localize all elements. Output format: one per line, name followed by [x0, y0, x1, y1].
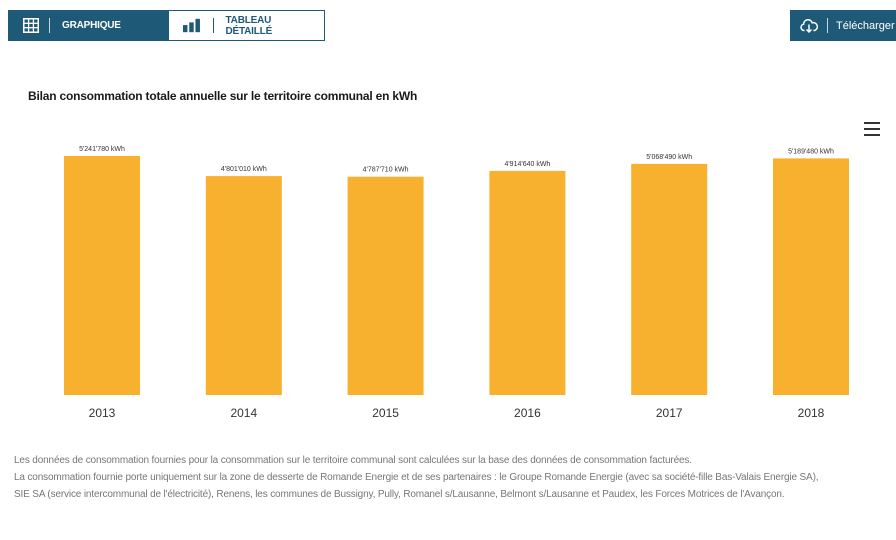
tab-separator — [212, 18, 214, 33]
bar-2013[interactable] — [64, 156, 140, 395]
footnote: Les données de consommation fournies pou… — [14, 452, 894, 503]
cloud-download-icon — [800, 18, 818, 33]
data-label-2016: 4'914'640 kWh — [504, 161, 550, 168]
bar-2018[interactable] — [773, 158, 849, 395]
download-separator — [827, 18, 828, 33]
hamburger-menu-icon[interactable] — [864, 122, 880, 136]
chart-title: Bilan consommation totale annuelle sur l… — [28, 89, 418, 103]
download-button[interactable]: Télécharger — [790, 10, 896, 41]
bar-2014[interactable] — [205, 176, 282, 395]
tab-graphique-label: GRAPHIQUE — [62, 20, 121, 31]
tab-separator — [49, 18, 50, 33]
x-tick-label-2014: 2014 — [230, 406, 257, 420]
bar-2015[interactable] — [347, 176, 424, 395]
bar-2017[interactable] — [631, 163, 708, 395]
footnote-line-2: La consommation fournie porte uniquement… — [14, 472, 819, 483]
footnote-line-1: Les données de consommation fournies pou… — [14, 455, 692, 466]
x-tick-label-2015: 2015 — [372, 406, 399, 420]
download-label: Télécharger — [836, 19, 895, 32]
data-label-2014: 4'801'010 kWh — [221, 166, 267, 173]
tab-tableau-detaille-label: TABLEAU DÉTAILLÉ — [225, 14, 273, 37]
bar-chart: 5'241'780 kWh 2013 4'801'010 kWh 2014 4'787'… — [64, 146, 849, 420]
data-label-2018: 5'189'480 kWh — [788, 148, 834, 155]
data-label-2013: 5'241'780 kWh — [79, 146, 125, 153]
data-label-2015: 4'787'710 kWh — [363, 167, 409, 174]
x-tick-label-2018: 2018 — [798, 406, 825, 420]
view-toolbar: GRAPHIQUE TABLEAU DÉTAILLÉ — [8, 10, 325, 41]
bar-chart-icon — [183, 18, 200, 33]
x-tick-label-2013: 2013 — [89, 406, 116, 420]
data-label-2017: 5'068'490 kWh — [646, 154, 692, 161]
grid-icon — [23, 18, 39, 33]
x-tick-label-2017: 2017 — [656, 406, 683, 420]
bar-2016[interactable] — [489, 170, 566, 395]
tab-tableau-detaille[interactable]: TABLEAU DÉTAILLÉ — [168, 10, 325, 41]
x-tick-label-2016: 2016 — [514, 406, 541, 420]
footnote-line-3: SIE SA (service intercommunal de l'élect… — [14, 489, 785, 500]
tab-graphique[interactable]: GRAPHIQUE — [8, 10, 168, 41]
